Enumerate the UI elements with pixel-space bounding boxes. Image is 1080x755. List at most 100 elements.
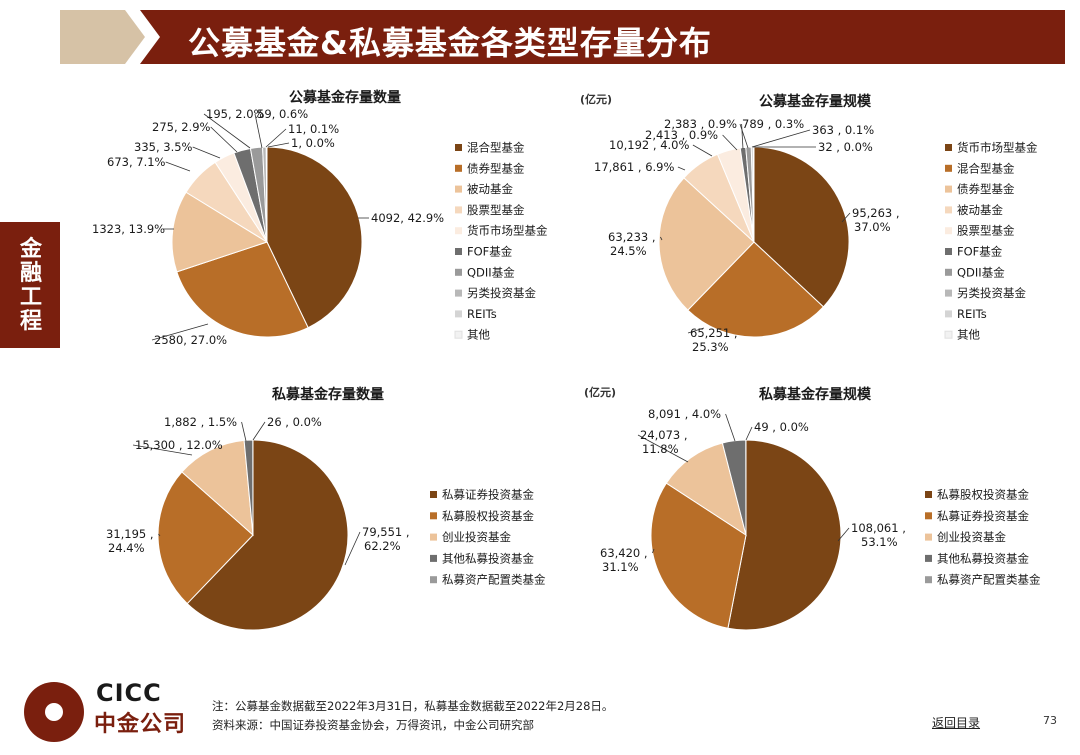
- legend-swatch: [430, 533, 437, 541]
- legend-label: 私募资产配置类基金: [442, 573, 546, 587]
- data-label-pct: 62.2%: [364, 539, 401, 553]
- legend-label: REITs: [467, 307, 497, 321]
- page-title: 公募基金&私募基金各类型存量分布: [188, 24, 712, 62]
- back-to-toc-link[interactable]: 返回目录: [932, 716, 981, 730]
- legend-swatch: [454, 330, 463, 339]
- legend-swatch: [455, 268, 462, 276]
- leader-line: [203, 113, 251, 149]
- legend-swatch: [945, 248, 952, 255]
- data-label-pct: 25.3%: [692, 340, 729, 354]
- data-label: 32 , 0.0%: [818, 140, 873, 154]
- data-label-pct: 24.4%: [108, 541, 145, 555]
- legend-swatch: [430, 576, 437, 584]
- legend-swatch: [925, 554, 932, 562]
- legend-swatch: [945, 268, 952, 276]
- data-label: 15,300 , 12.0%: [135, 438, 223, 452]
- legend-label: 货币市场型基金: [467, 224, 548, 238]
- cicc-logo-icon: [24, 682, 84, 742]
- chart-title: 公募基金存量规模: [759, 93, 872, 110]
- data-label-pct: 31.1%: [602, 560, 639, 574]
- data-label: 65,251 ,: [690, 326, 738, 340]
- legend-label: 货币市场型基金: [957, 141, 1038, 155]
- header-banner: [60, 10, 1065, 64]
- data-label: 1,882 , 1.5%: [164, 415, 237, 429]
- leader-line: [841, 212, 851, 223]
- chart-title: 私募基金存量数量: [272, 386, 384, 403]
- leader-line: [165, 161, 191, 172]
- leader-line: [158, 533, 161, 537]
- legend-label: 另类投资基金: [957, 286, 1026, 300]
- footnote: 注：公募基金数据截至2022年3月31日，私募基金数据截至2022年2月28日。…: [212, 697, 613, 735]
- legend-swatch: [455, 289, 462, 297]
- pie-slice: [181, 439, 254, 537]
- leader-line: [739, 123, 749, 149]
- legend-swatch: [944, 330, 953, 339]
- data-label: 49 , 0.0%: [754, 420, 809, 434]
- legend-swatch: [945, 310, 952, 318]
- legend-swatch: [945, 185, 952, 193]
- leader-line: [344, 531, 361, 566]
- pie-slice: [687, 241, 825, 338]
- legend-label: 债券型基金: [467, 161, 525, 175]
- leader-line: [725, 413, 736, 442]
- legend-label: 另类投资基金: [467, 286, 536, 300]
- leader-line: [745, 426, 753, 441]
- legend-label: 私募证券投资基金: [442, 488, 534, 502]
- side-tab-label: 金融工程: [19, 237, 42, 334]
- legend-swatch: [945, 206, 952, 214]
- leader-line: [837, 527, 850, 542]
- data-label: 8,091 , 4.0%: [648, 407, 721, 421]
- leader-line: [722, 134, 738, 151]
- pie-slice: [658, 177, 755, 311]
- data-label: 95,263 ,: [852, 206, 900, 220]
- leader-line: [210, 126, 238, 153]
- data-label: 63,420 ,: [600, 546, 648, 560]
- pie-slice: [157, 471, 254, 605]
- legend-label: 其他: [957, 328, 980, 342]
- data-label: 335, 3.5%: [134, 140, 193, 154]
- leader-line: [652, 548, 655, 554]
- legend-label: 其他私募投资基金: [442, 551, 534, 565]
- data-label: 275, 2.9%: [152, 120, 211, 134]
- legend-swatch: [945, 144, 952, 151]
- pie-slice: [266, 146, 363, 329]
- data-label: 26 , 0.0%: [267, 415, 322, 429]
- data-label-pct: 24.5%: [610, 244, 647, 258]
- pie-slice: [753, 146, 850, 308]
- page-number: 73: [1043, 714, 1057, 727]
- legend-label: 创业投资基金: [937, 530, 1006, 544]
- legend-swatch: [925, 491, 932, 498]
- legend-label: 股票型基金: [957, 224, 1015, 238]
- legend-swatch: [945, 164, 952, 172]
- legend-swatch: [945, 289, 952, 297]
- legend-label: 私募证券投资基金: [937, 509, 1029, 523]
- chart-unit: (亿元): [580, 92, 612, 106]
- side-tab: [0, 222, 60, 348]
- leader-line: [241, 421, 247, 442]
- legend-label: QDII基金: [957, 265, 1005, 279]
- data-label: 2,383 , 0.9%: [664, 117, 737, 131]
- legend-label: REITs: [957, 307, 987, 321]
- legend-swatch: [455, 227, 462, 235]
- data-label: 2,413 , 0.9%: [645, 128, 718, 142]
- data-label: 10,192 , 4.0%: [609, 138, 689, 152]
- legend-swatch: [455, 164, 462, 172]
- pie-slice: [176, 241, 309, 338]
- leader-line: [741, 123, 744, 150]
- legend-label: 股票型基金: [467, 203, 525, 217]
- data-label: 24,073 ,: [640, 428, 688, 442]
- legend-swatch: [455, 248, 462, 255]
- data-label: 789 , 0.3%: [742, 117, 804, 131]
- leader-line: [692, 144, 713, 157]
- leader-line: [252, 421, 266, 441]
- data-label: 31,195 ,: [106, 527, 154, 541]
- legend-swatch: [455, 206, 462, 214]
- data-label: 673, 7.1%: [107, 155, 166, 169]
- chart-title: 私募基金存量规模: [759, 386, 872, 403]
- leader-line: [751, 129, 811, 148]
- chart-title: 公募基金存量数量: [289, 89, 401, 106]
- charts-canvas: 公募基金存量数量 4092, 42.9% 2580, 27.0% 1323, 13.9…: [92, 89, 1041, 631]
- data-label: 195, 2.0%: [206, 107, 265, 121]
- data-label: 4092, 42.9%: [371, 211, 444, 225]
- data-label: 363 , 0.1%: [812, 123, 874, 137]
